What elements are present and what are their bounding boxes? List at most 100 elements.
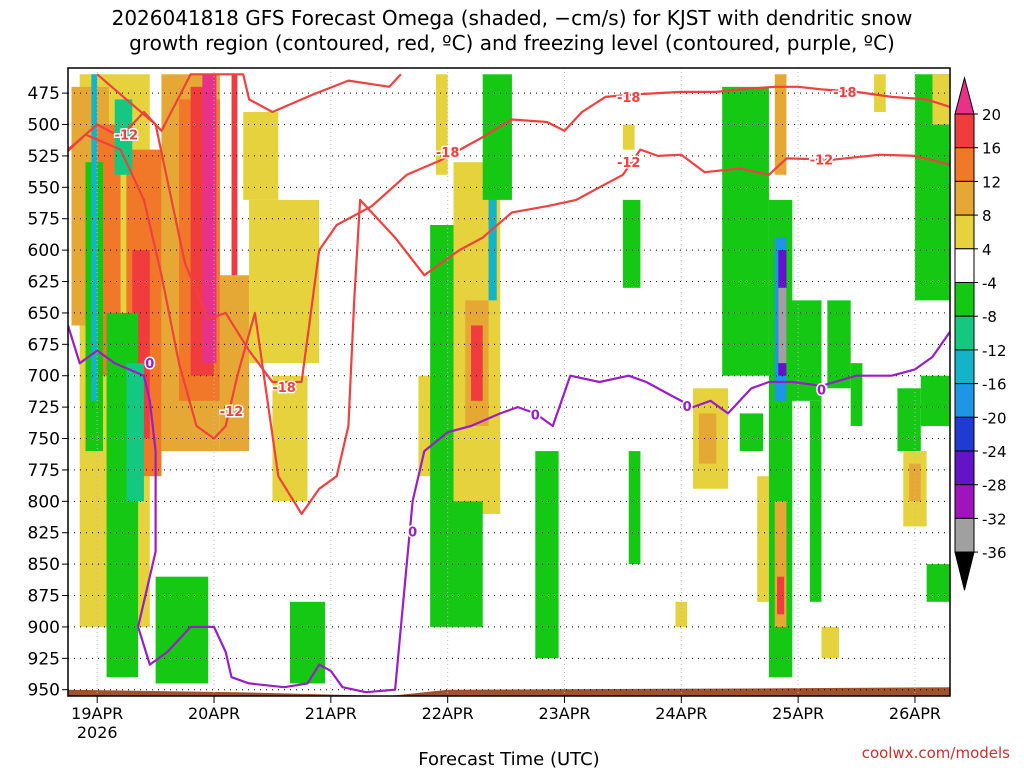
y-tick-label-800: 800 [28, 492, 60, 512]
y-tick-label-875: 875 [28, 587, 60, 607]
colorbar-swatch-11 [954, 450, 975, 486]
terrain-ground [68, 687, 950, 696]
colorbar-label-4: 4 [982, 241, 992, 259]
terrain-layer [68, 687, 950, 696]
contour-label-0-0: -12 [115, 129, 139, 144]
y-tick-label-500: 500 [28, 116, 60, 136]
omega-cell-8 [202, 74, 217, 364]
colorbar-label-5: -4 [982, 275, 997, 293]
colorbar-swatch-3 [954, 180, 975, 216]
omega-cell-43 [774, 74, 787, 175]
colorbar: 20 16 12 8 4 -4 -8 -12 -16 -20 -24 -28 -32 -36 [954, 76, 1007, 591]
omega-cell-48 [827, 300, 851, 389]
colorbar-swatch-10 [954, 416, 975, 452]
x-tick-label-0: 19APR [71, 704, 123, 723]
contour-label-3-1: 0 [408, 525, 417, 540]
y-tick-label-950: 950 [28, 681, 60, 701]
colorbar-top-arrow [954, 76, 975, 115]
contour-label-1-1: -12 [617, 156, 641, 171]
colorbar-label-13: -36 [982, 544, 1007, 562]
omega-cell-44 [774, 501, 787, 627]
colorbar-label-6: -8 [982, 308, 997, 326]
omega-cell-25 [488, 162, 497, 301]
colorbar-swatch-12 [954, 484, 975, 519]
x-tick-sublabel-0: 2026 [77, 723, 118, 742]
colorbar-label-3: 8 [982, 207, 992, 225]
omega-cell-16 [155, 576, 209, 684]
colorbar-label-12: -32 [982, 510, 1007, 528]
contour-line-1 [68, 133, 950, 515]
colorbar-label-8: -16 [982, 376, 1007, 394]
omega-cell-34 [698, 413, 717, 464]
contour-lines [68, 73, 950, 694]
colorbar-label-7: -12 [982, 342, 1007, 360]
x-tick-label-7: 26APR [889, 704, 941, 723]
omega-cell-42 [778, 287, 787, 364]
colorbar-swatch-2 [954, 147, 975, 182]
colorbar-label-0: 20 [982, 106, 1001, 124]
y-axis: 475 500 525 550 575 600 625 650 675 700 725 750 775 8… [28, 84, 68, 701]
omega-cell-50 [821, 626, 840, 659]
colorbar-label-9: -20 [982, 409, 1007, 427]
y-tick-label-750: 750 [28, 430, 60, 450]
omega-cell-56 [926, 564, 950, 602]
contour-label-0-1: -12 [617, 156, 641, 171]
omega-cell-28 [482, 74, 512, 200]
omega-cell-51 [897, 388, 921, 452]
omega-cell-55 [920, 375, 950, 426]
colorbar-swatch-1 [954, 113, 975, 149]
omega-cell-58 [874, 74, 886, 112]
x-tick-label-6: 25APR [772, 704, 824, 723]
colorbar-swatch-13 [954, 517, 975, 553]
colorbar-label-11: -28 [982, 477, 1007, 495]
x-axis-title: Forecast Time (UTC) [418, 749, 599, 768]
y-tick-label-850: 850 [28, 555, 60, 575]
contour-line-3 [68, 325, 950, 694]
y-tick-label-550: 550 [28, 178, 60, 198]
x-tick-label-1: 20APR [188, 704, 240, 723]
y-tick-label-725: 725 [28, 398, 60, 418]
contour-label-2-1: -18 [436, 146, 460, 161]
omega-cell-53 [909, 463, 921, 502]
contour-label-2-0: -18 [272, 381, 296, 396]
omega-cell-45 [777, 576, 785, 615]
contour-label-1-2: -12 [810, 154, 834, 169]
x-tick-label-5: 24APR [655, 704, 707, 723]
omega-cell-32 [675, 601, 688, 627]
omega-cell-49 [850, 363, 863, 426]
omega-cell-37 [757, 476, 769, 602]
y-tick-label-775: 775 [28, 461, 60, 481]
source-credit: coolwx.com/models [861, 744, 1010, 762]
omega-cell-60 [435, 74, 448, 175]
colorbar-label-10: -24 [982, 443, 1007, 461]
colorbar-label-1: 16 [982, 140, 1001, 158]
y-tick-label-525: 525 [28, 147, 60, 167]
colorbar-label-2: 12 [982, 173, 1001, 191]
colorbar-bottom-arrow [954, 551, 975, 591]
omega-cell-59 [622, 124, 635, 150]
omega-cell-29 [535, 451, 559, 659]
colorbar-swatch-7 [954, 315, 975, 351]
colorbar-swatch-8 [954, 349, 975, 385]
omega-cell-36 [739, 413, 764, 452]
x-tick-label-3: 22APR [422, 704, 474, 723]
colorbar-swatch-6 [954, 282, 975, 317]
omega-cell-15 [126, 363, 144, 502]
omega-cell-35 [722, 86, 769, 376]
contour-label-3-0: 0 [145, 357, 154, 372]
y-tick-label-675: 675 [28, 335, 60, 355]
contour-label-3-3: 0 [683, 400, 692, 415]
y-tick-label-700: 700 [28, 367, 60, 387]
contour-label-1-0: -12 [220, 405, 244, 420]
plot-frame [67, 67, 951, 697]
omega-cell-24 [471, 325, 483, 401]
grid-lines [68, 68, 950, 696]
contour-label-2-3: -18 [833, 86, 857, 101]
contour-label-3-4: 0 [817, 384, 826, 399]
colorbar-swatch-9 [954, 383, 975, 418]
y-tick-label-625: 625 [28, 273, 60, 293]
omega-cell-31 [628, 451, 641, 565]
